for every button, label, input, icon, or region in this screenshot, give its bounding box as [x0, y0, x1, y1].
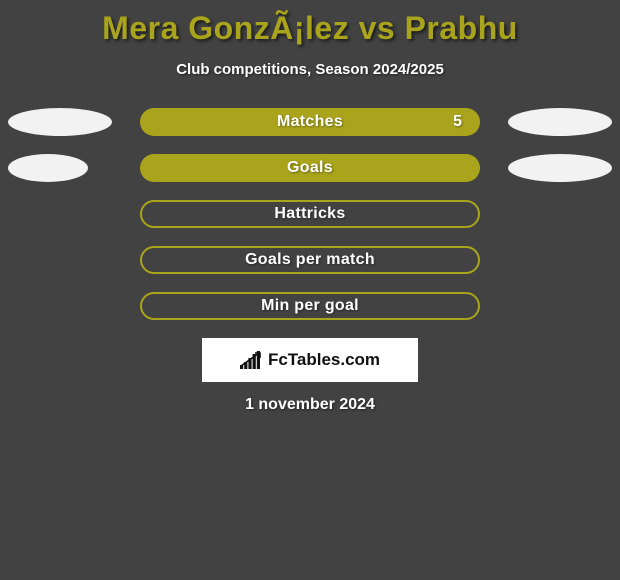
stat-label: Hattricks: [274, 205, 345, 223]
stat-value-right: 5: [453, 113, 462, 131]
stat-bar: Min per goal: [140, 292, 480, 320]
right-ellipse: [508, 154, 612, 182]
stat-label: Min per goal: [261, 297, 359, 315]
stat-bar: Matches: [140, 108, 480, 136]
stat-bar: Hattricks: [140, 200, 480, 228]
stat-bar: Goals: [140, 154, 480, 182]
comparison-infographic: Mera GonzÃ¡lez vs Prabhu Club competitio…: [0, 0, 620, 580]
stat-label: Goals per match: [245, 251, 375, 269]
stat-row: Goals: [0, 154, 620, 182]
stat-bar: Goals per match: [140, 246, 480, 274]
subtitle: Club competitions, Season 2024/2025: [0, 61, 620, 78]
logo-text: FcTables.com: [268, 350, 380, 370]
stat-row: Goals per match: [0, 246, 620, 274]
bar-chart-icon: [240, 351, 262, 369]
stat-label: Matches: [277, 113, 343, 131]
stat-row: Matches 5: [0, 108, 620, 136]
right-ellipse: [508, 108, 612, 136]
date-text: 1 november 2024: [0, 396, 620, 414]
left-ellipse: [8, 108, 112, 136]
stat-row: Min per goal: [0, 292, 620, 320]
stat-rows: Matches 5 Goals Hattricks Goals per match Min…: [0, 108, 620, 320]
left-ellipse: [8, 154, 88, 182]
page-title: Mera GonzÃ¡lez vs Prabhu: [0, 0, 620, 47]
fctables-logo: FcTables.com: [202, 338, 418, 382]
stat-row: Hattricks: [0, 200, 620, 228]
stat-label: Goals: [287, 159, 333, 177]
